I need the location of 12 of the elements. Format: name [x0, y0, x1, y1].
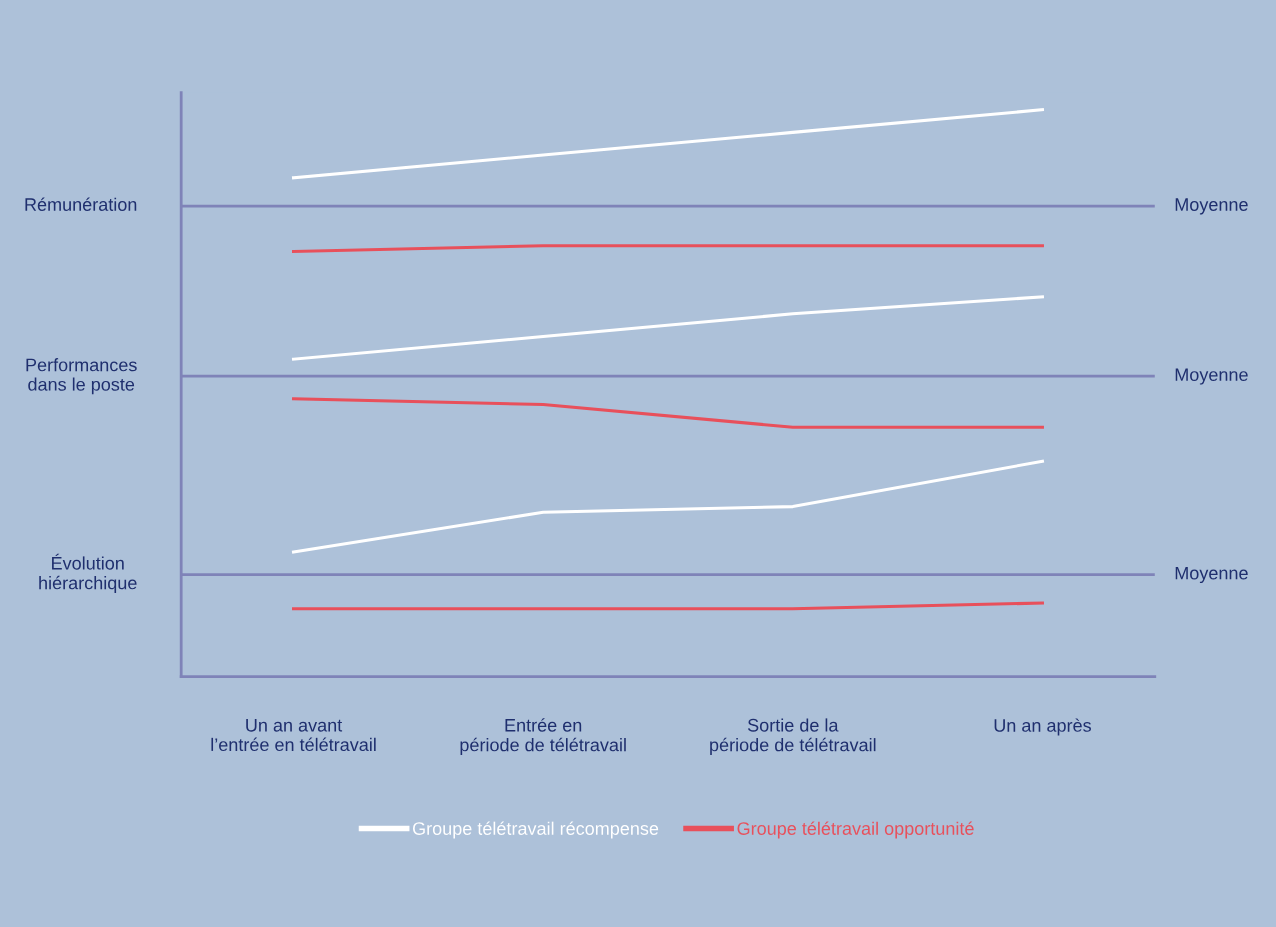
text: Rémunération: [25, 197, 137, 211]
x-tick-label: Sortie de la période de télétravail: [710, 718, 876, 755]
ref-line-label: Moyenne: [1175, 368, 1248, 385]
ref-line-label: Moyenne: [1175, 566, 1248, 584]
legend-label: Groupe télétravail opportunité: [737, 821, 974, 839]
x-tick-label: Entrée en période de télétravail: [460, 718, 626, 755]
x-tick-label: Un an avant l’entrée en télétravail: [211, 719, 376, 752]
ref-line-label: Moyenne: [1175, 198, 1248, 215]
text: Performances dans le poste: [26, 358, 137, 395]
legend-label: Groupe télétravail récompense: [412, 821, 659, 839]
x-tick-label: Un an après: [994, 718, 1091, 736]
text: Évolution hiérarchique: [39, 553, 137, 593]
